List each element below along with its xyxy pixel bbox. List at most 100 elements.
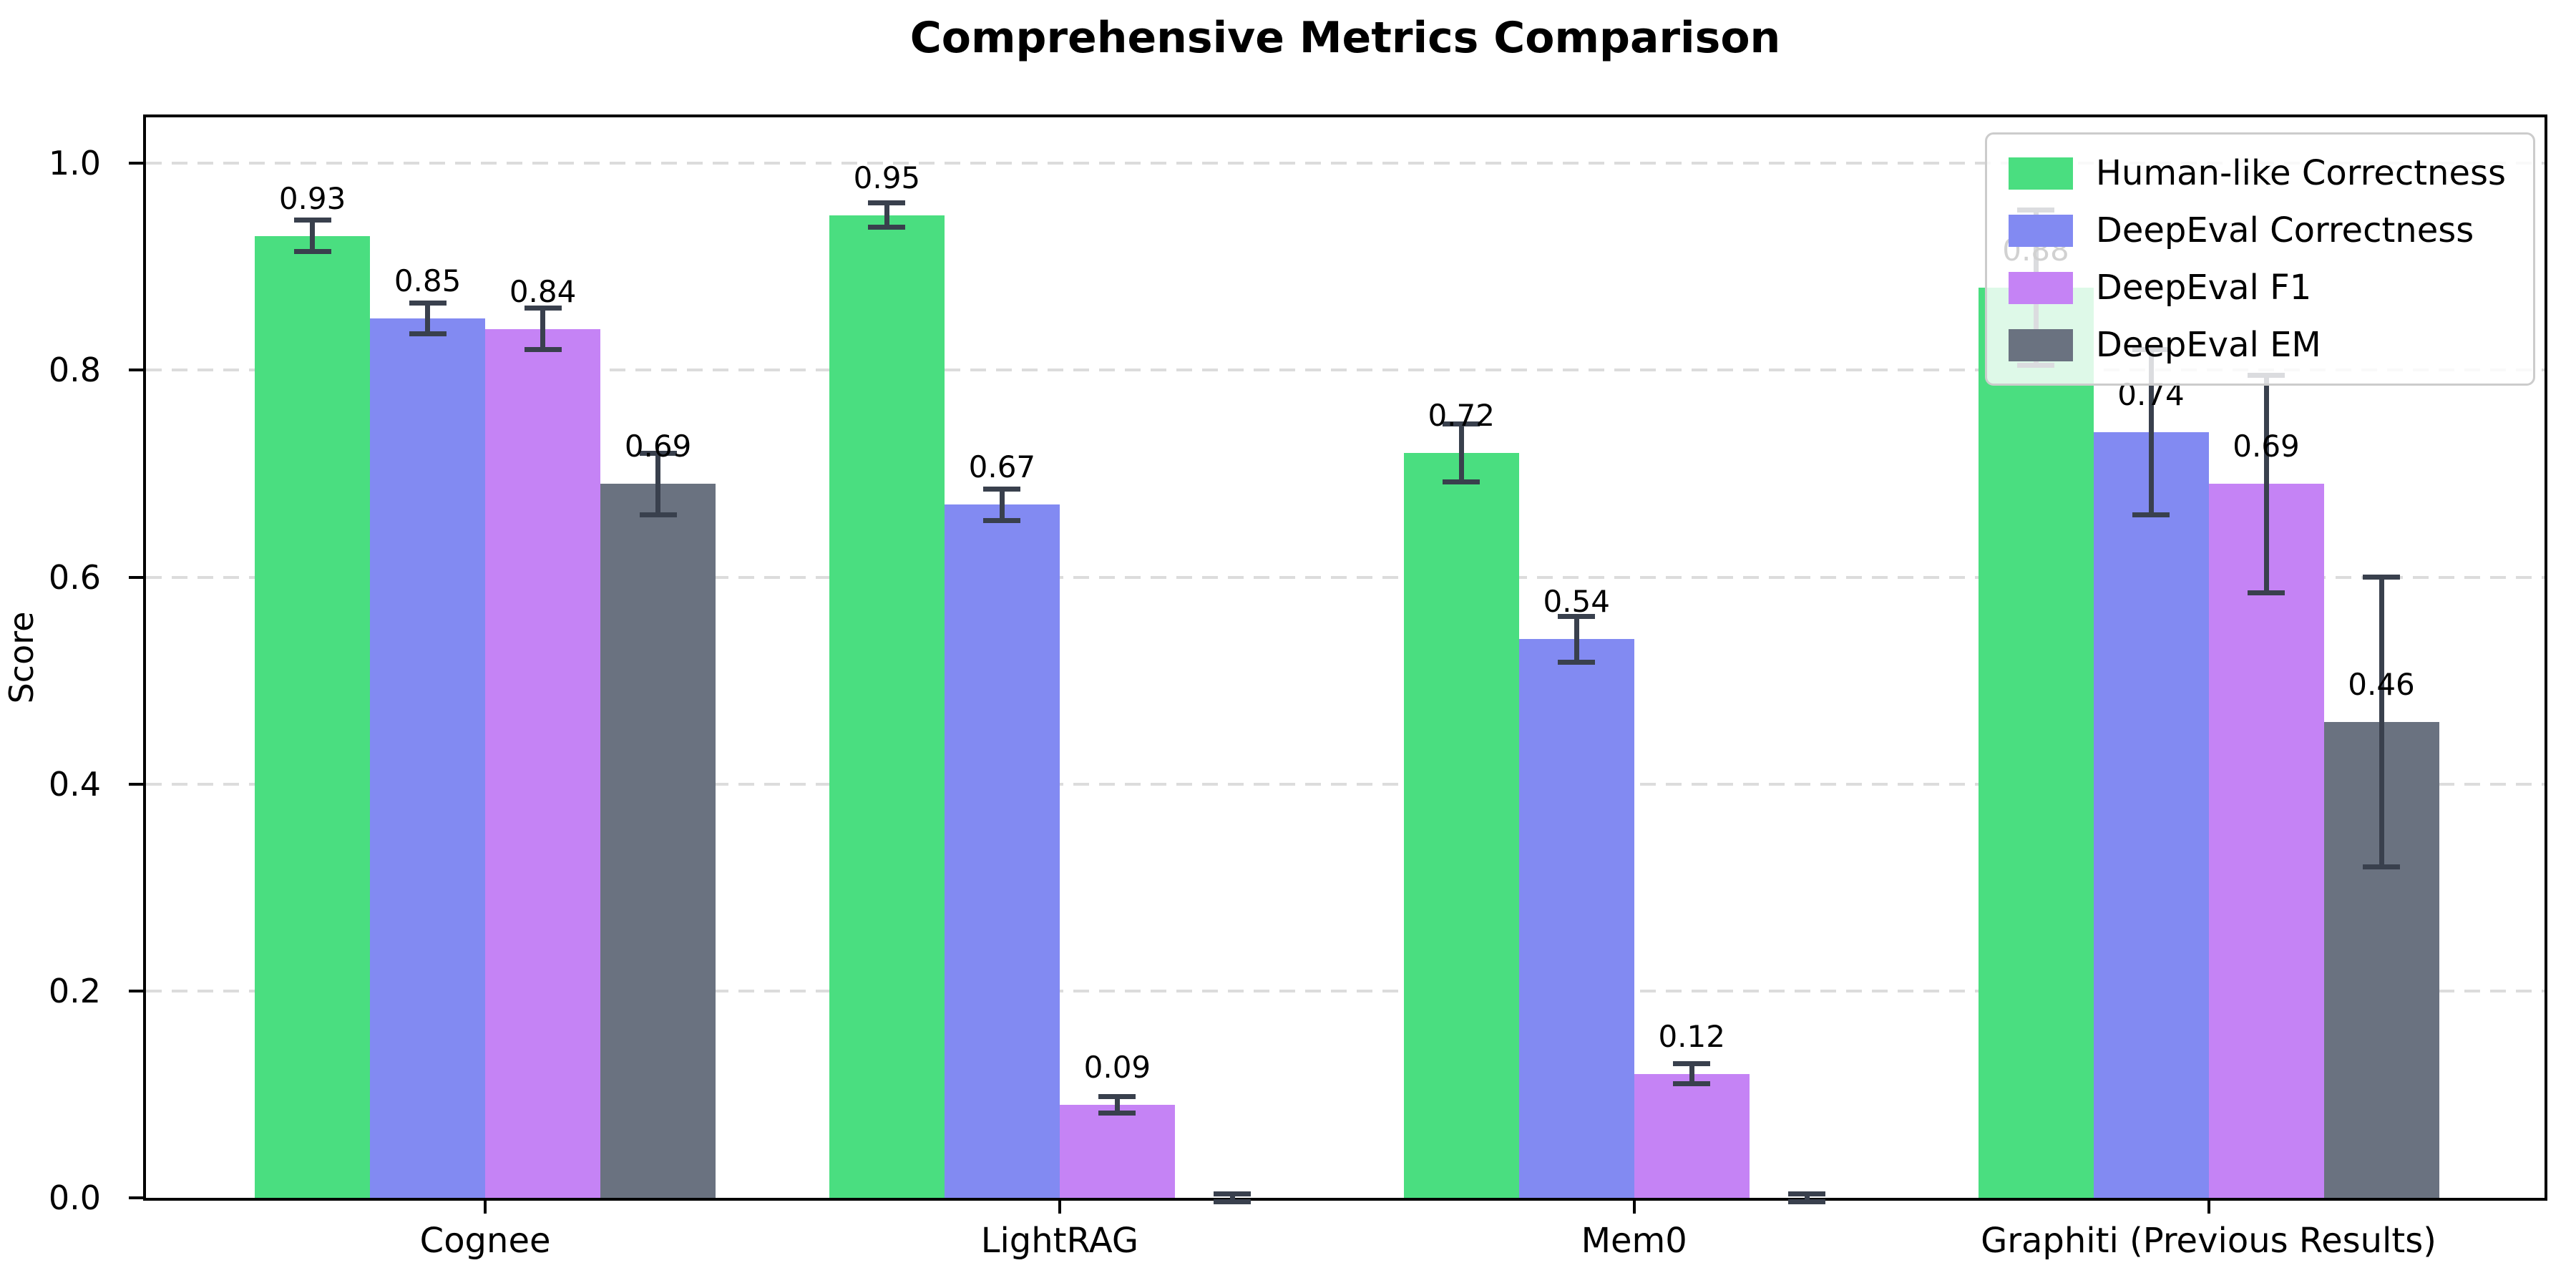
bar bbox=[1518, 639, 1634, 1198]
x-tick-label: Cognee bbox=[419, 1221, 551, 1261]
bar-value-label: 0.72 bbox=[1428, 398, 1495, 434]
legend: Human-like Correctness DeepEval Correctne… bbox=[1984, 132, 2535, 386]
bar bbox=[255, 235, 371, 1198]
error-bar-whisker bbox=[2379, 577, 2384, 867]
y-tick-label: 0.4 bbox=[48, 764, 101, 804]
bar bbox=[1634, 1073, 1750, 1198]
bar bbox=[1978, 287, 2094, 1198]
error-bar-whisker bbox=[1114, 1096, 1120, 1113]
gridline bbox=[146, 782, 2545, 786]
bar-value-label: 0.12 bbox=[1658, 1018, 1725, 1054]
error-bar-whisker bbox=[310, 220, 316, 252]
error-bar-whisker bbox=[1574, 616, 1579, 663]
y-tick-mark bbox=[129, 369, 143, 372]
bar bbox=[2208, 484, 2324, 1198]
error-bar-cap bbox=[409, 331, 447, 337]
x-tick-mark bbox=[2207, 1201, 2210, 1214]
error-bar-whisker bbox=[2263, 375, 2269, 593]
error-bar-cap bbox=[409, 300, 447, 306]
legend-row: DeepEval EM bbox=[2008, 325, 2506, 365]
gridline bbox=[146, 369, 2545, 372]
legend-row: Human-like Correctness bbox=[2008, 153, 2506, 193]
error-bar-cap bbox=[524, 347, 562, 353]
error-bar-whisker bbox=[1689, 1063, 1694, 1084]
error-bar-cap bbox=[868, 200, 906, 205]
legend-swatch bbox=[2008, 271, 2073, 304]
legend-row: DeepEval F1 bbox=[2008, 268, 2506, 308]
x-tick-mark bbox=[1632, 1201, 1636, 1214]
error-bar-cap bbox=[2248, 590, 2285, 595]
y-tick-mark bbox=[129, 162, 143, 165]
error-bar-cap bbox=[868, 225, 906, 230]
bar bbox=[2093, 432, 2209, 1198]
error-bar-whisker bbox=[1229, 1194, 1235, 1202]
error-bar-cap bbox=[1214, 1199, 1252, 1205]
error-bar-cap bbox=[1558, 614, 1596, 620]
legend-row: DeepEval Correctness bbox=[2008, 210, 2506, 250]
legend-label: DeepEval F1 bbox=[2095, 268, 2312, 308]
legend-swatch bbox=[2008, 214, 2073, 247]
error-bar-whisker bbox=[999, 489, 1005, 521]
legend-label: DeepEval EM bbox=[2095, 325, 2321, 365]
bar bbox=[1403, 453, 1519, 1198]
error-bar-cap bbox=[1673, 1081, 1711, 1087]
y-tick-label: 0.2 bbox=[48, 971, 101, 1010]
error-bar-cap bbox=[2132, 512, 2170, 518]
error-bar-cap bbox=[1098, 1110, 1136, 1116]
legend-swatch bbox=[2008, 157, 2073, 190]
x-tick-label: Graphiti (Previous Results) bbox=[1981, 1221, 2436, 1261]
bar-value-label: 0.69 bbox=[624, 429, 692, 464]
error-bar-cap bbox=[2363, 864, 2400, 869]
error-bar-whisker bbox=[1458, 424, 1464, 482]
error-bar-whisker bbox=[655, 453, 661, 515]
bar-value-label: 0.67 bbox=[968, 449, 1036, 485]
bar bbox=[829, 215, 945, 1198]
error-bar-cap bbox=[1443, 421, 1480, 427]
error-bar-cap bbox=[1673, 1060, 1711, 1066]
bar bbox=[1059, 1104, 1175, 1198]
error-bar-whisker bbox=[540, 308, 546, 350]
bar-value-label: 0.85 bbox=[394, 263, 462, 299]
bar-value-label: 0.84 bbox=[509, 273, 577, 309]
error-bar-cap bbox=[983, 487, 1021, 492]
error-bar-cap bbox=[1788, 1199, 1826, 1205]
legend-label: Human-like Correctness bbox=[2095, 153, 2506, 193]
bar-value-label: 0.69 bbox=[2233, 429, 2300, 464]
y-tick-label: 0.0 bbox=[48, 1179, 101, 1217]
bar-value-label: 0.46 bbox=[2348, 666, 2415, 702]
error-bar-cap bbox=[639, 512, 677, 518]
x-tick-label: LightRAG bbox=[980, 1221, 1139, 1261]
bar-value-label: 0.95 bbox=[853, 160, 921, 195]
bar bbox=[600, 484, 716, 1198]
bar-value-label: 0.54 bbox=[1543, 584, 1610, 620]
error-bar-cap bbox=[293, 218, 331, 223]
legend-label: DeepEval Correctness bbox=[2095, 210, 2474, 250]
error-bar-cap bbox=[1788, 1191, 1826, 1196]
y-tick-label: 0.8 bbox=[48, 351, 101, 390]
error-bar-cap bbox=[983, 517, 1021, 523]
error-bar-cap bbox=[293, 248, 331, 254]
x-tick-label: Mem0 bbox=[1581, 1221, 1687, 1261]
plot-area: 0.0 0.2 0.4 0.6 0.8 1.0 0.93 0.85 0.84 0.69 Cognee… bbox=[49, 114, 2547, 1261]
y-tick-label: 1.0 bbox=[48, 144, 101, 183]
bar bbox=[944, 504, 1060, 1198]
error-bar-cap bbox=[639, 450, 677, 456]
y-tick-mark bbox=[129, 575, 143, 579]
gridline bbox=[146, 989, 2545, 992]
bar-value-label: 0.93 bbox=[278, 180, 346, 216]
y-tick-mark bbox=[129, 782, 143, 786]
y-tick-label: 0.6 bbox=[48, 557, 101, 597]
gridline bbox=[146, 575, 2545, 579]
bar bbox=[485, 328, 601, 1198]
gridline bbox=[146, 162, 2545, 165]
error-bar-cap bbox=[524, 306, 562, 311]
error-bar-cap bbox=[1558, 659, 1596, 665]
error-bar-whisker bbox=[884, 203, 889, 228]
error-bar-whisker bbox=[1804, 1194, 1810, 1202]
legend-swatch bbox=[2008, 328, 2073, 361]
error-bar-cap bbox=[1098, 1093, 1136, 1099]
error-bar-cap bbox=[2363, 575, 2400, 580]
error-bar-cap bbox=[1443, 479, 1480, 485]
y-tick-mark bbox=[129, 989, 143, 992]
